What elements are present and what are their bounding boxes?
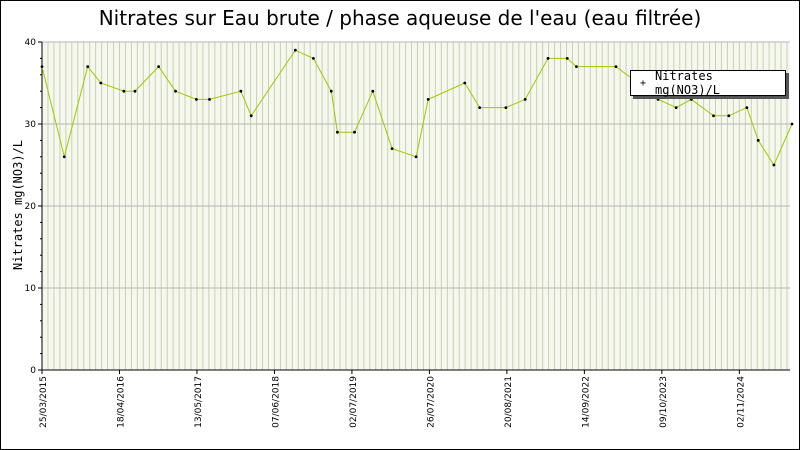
x-tick-label: 02/07/2019 — [349, 376, 359, 428]
legend-marker-icon: + — [639, 77, 647, 89]
x-tick-label: 18/04/2016 — [116, 376, 126, 428]
data-point — [336, 130, 339, 134]
data-point — [157, 65, 161, 68]
y-tick-label: 20 — [25, 202, 37, 212]
data-point — [727, 114, 731, 118]
data-point — [523, 98, 527, 101]
data-point — [311, 57, 315, 60]
data-point — [656, 98, 660, 101]
data-point — [293, 48, 297, 52]
legend: + Nitrates mg(NO3)/L — [630, 69, 786, 97]
data-point — [712, 114, 715, 118]
data-point — [414, 155, 418, 159]
data-point — [546, 57, 550, 60]
y-tick-label: 10 — [25, 284, 37, 294]
x-tick-label: 26/07/2020 — [426, 376, 436, 428]
data-point — [504, 106, 508, 109]
data-point — [371, 89, 375, 93]
y-tick-label: 0 — [30, 366, 36, 376]
data-point — [575, 65, 578, 68]
x-tick-label: 13/05/2017 — [194, 376, 204, 428]
x-tick-label: 14/09/2022 — [581, 376, 591, 428]
data-point — [478, 106, 482, 109]
data-point — [674, 106, 678, 109]
x-tick-label: 20/08/2021 — [504, 376, 514, 428]
data-point — [194, 98, 198, 101]
series-points — [40, 48, 794, 167]
y-tick-label: 30 — [25, 120, 37, 130]
data-point — [249, 114, 253, 118]
data-point — [122, 89, 126, 93]
data-point — [426, 98, 430, 101]
data-point — [463, 81, 467, 85]
data-point — [208, 98, 211, 101]
x-tick-label: 02/11/2024 — [736, 376, 746, 428]
data-point — [790, 122, 794, 126]
data-point — [756, 139, 760, 142]
data-point — [689, 98, 693, 101]
y-ticks: 0 10 20 30 40 — [25, 38, 42, 376]
data-point — [239, 89, 243, 93]
horizontal-grid — [42, 41, 790, 289]
x-tick-label: 25/03/2015 — [39, 376, 49, 428]
y-tick-label: 40 — [25, 38, 37, 48]
data-point — [614, 65, 618, 68]
data-point — [40, 65, 44, 68]
x-tick-label: 09/10/2023 — [659, 376, 669, 428]
data-point — [174, 89, 177, 93]
data-point — [353, 130, 356, 134]
data-point — [390, 147, 394, 151]
data-point — [86, 65, 90, 68]
data-point — [133, 89, 137, 93]
data-point — [329, 89, 333, 93]
data-point — [99, 81, 103, 85]
data-point — [772, 163, 776, 167]
data-point — [62, 155, 66, 159]
data-point — [745, 106, 749, 109]
x-ticks: 25/03/2015 18/04/2016 13/05/2017 07/06/2018… — [39, 370, 746, 428]
x-tick-label: 07/06/2018 — [271, 376, 281, 428]
data-point — [565, 57, 569, 60]
legend-label: Nitrates mg(NO3)/L — [655, 69, 721, 97]
chart-title: Nitrates sur Eau brute / phase aqueuse d… — [98, 6, 702, 30]
